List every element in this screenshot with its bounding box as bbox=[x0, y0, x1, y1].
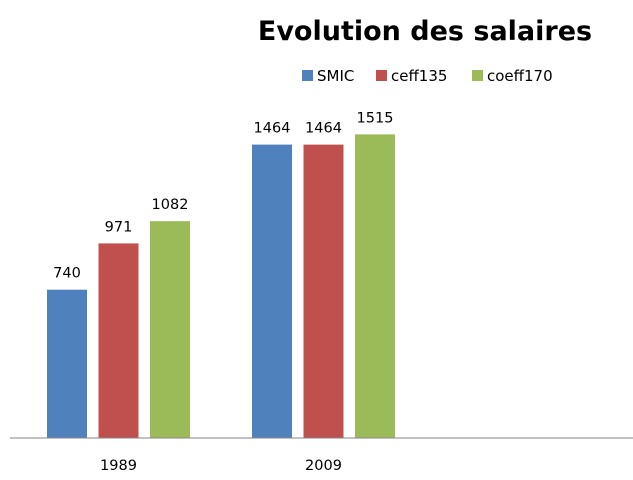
legend-item-SMIC: SMIC bbox=[302, 67, 354, 85]
bar-SMIC-1989 bbox=[47, 289, 87, 438]
legend-swatch-ceff135 bbox=[376, 70, 387, 81]
x-tick-label-1989: 1989 bbox=[100, 458, 137, 474]
legend-label-SMIC: SMIC bbox=[317, 67, 354, 85]
legend-swatch-SMIC bbox=[302, 70, 313, 81]
bar-coeff170-1989 bbox=[150, 221, 190, 438]
data-labels: 740 971 1082 1464 1464 1515 bbox=[53, 110, 393, 281]
bar-SMIC-2009 bbox=[252, 144, 292, 439]
data-label-coeff170-2009: 1515 bbox=[357, 110, 394, 126]
bars bbox=[47, 134, 395, 439]
x-tick-label-2009: 2009 bbox=[305, 458, 342, 474]
legend-label-coeff170: coeff170 bbox=[487, 67, 553, 85]
legend-item-ceff135: ceff135 bbox=[376, 67, 447, 85]
legend-label-ceff135: ceff135 bbox=[391, 67, 447, 85]
x-axis-tick-labels: 1989 2009 bbox=[100, 458, 342, 474]
data-label-ceff135-2009: 1464 bbox=[305, 121, 342, 137]
legend-item-coeff170: coeff170 bbox=[472, 67, 553, 85]
bar-ceff135-2009 bbox=[303, 144, 344, 439]
data-label-coeff170-1989: 1082 bbox=[152, 197, 189, 213]
data-label-SMIC-1989: 740 bbox=[53, 266, 81, 282]
data-label-SMIC-2009: 1464 bbox=[254, 121, 291, 137]
chart-title: Evolution des salaires bbox=[258, 16, 592, 47]
bar-ceff135-1989 bbox=[98, 243, 139, 438]
legend: SMIC ceff135 coeff170 bbox=[302, 67, 553, 85]
data-label-ceff135-1989: 971 bbox=[105, 219, 133, 235]
bar-coeff170-2009 bbox=[355, 134, 395, 439]
legend-swatch-coeff170 bbox=[472, 70, 483, 81]
